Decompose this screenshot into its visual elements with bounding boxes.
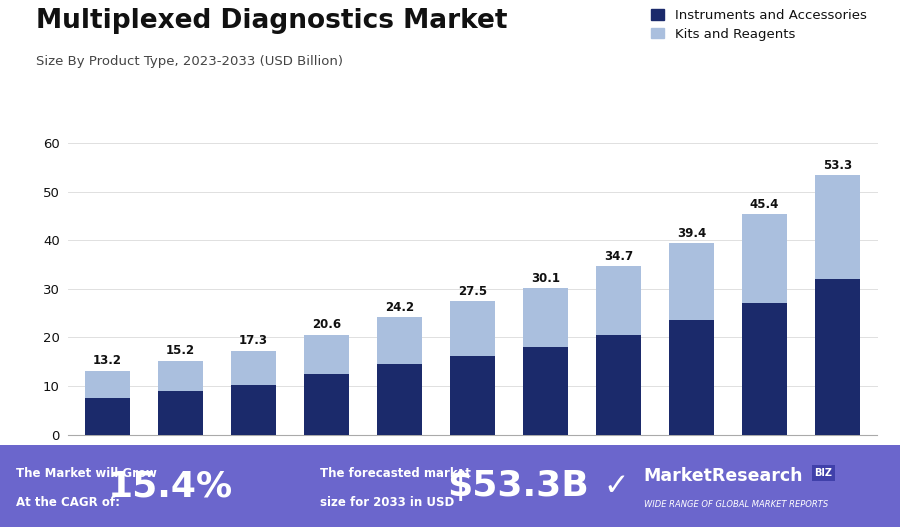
Bar bbox=[814, 279, 860, 435]
Text: BIZ: BIZ bbox=[814, 468, 832, 478]
Text: WIDE RANGE OF GLOBAL MARKET REPORTS: WIDE RANGE OF GLOBAL MARKET REPORTS bbox=[644, 500, 828, 509]
Bar bbox=[669, 243, 714, 320]
Bar bbox=[304, 335, 349, 374]
Text: 24.2: 24.2 bbox=[385, 300, 414, 314]
Bar bbox=[450, 301, 495, 356]
Bar bbox=[231, 350, 276, 385]
Text: size for 2033 in USD: size for 2033 in USD bbox=[320, 496, 454, 509]
Legend: Instruments and Accessories, Kits and Reagents: Instruments and Accessories, Kits and Re… bbox=[651, 9, 867, 41]
Bar bbox=[742, 214, 787, 304]
Text: 34.7: 34.7 bbox=[604, 250, 633, 262]
Text: The Market will Grow: The Market will Grow bbox=[16, 467, 158, 481]
Text: 13.2: 13.2 bbox=[93, 354, 122, 367]
Text: 15.4%: 15.4% bbox=[108, 469, 234, 503]
Text: 20.6: 20.6 bbox=[312, 318, 341, 331]
Bar bbox=[523, 347, 568, 435]
Bar bbox=[742, 304, 787, 435]
FancyBboxPatch shape bbox=[0, 445, 900, 527]
Text: Size By Product Type, 2023-2033 (USD Billion): Size By Product Type, 2023-2033 (USD Bil… bbox=[36, 55, 343, 69]
Text: MarketResearch: MarketResearch bbox=[644, 467, 803, 485]
Text: 53.3: 53.3 bbox=[823, 159, 852, 172]
Text: 30.1: 30.1 bbox=[531, 272, 560, 285]
Bar bbox=[596, 266, 641, 335]
Bar bbox=[814, 175, 860, 279]
Bar bbox=[669, 320, 714, 435]
Text: ✓: ✓ bbox=[604, 472, 629, 501]
Bar bbox=[523, 288, 568, 347]
Bar bbox=[377, 364, 422, 435]
Bar bbox=[85, 398, 130, 435]
Text: $53.3B: $53.3B bbox=[446, 469, 589, 503]
Text: 45.4: 45.4 bbox=[750, 198, 779, 210]
Text: At the CAGR of:: At the CAGR of: bbox=[16, 496, 121, 509]
Bar bbox=[304, 374, 349, 435]
Text: 15.2: 15.2 bbox=[166, 345, 195, 357]
Bar bbox=[231, 385, 276, 435]
Bar bbox=[596, 335, 641, 435]
Text: Multiplexed Diagnostics Market: Multiplexed Diagnostics Market bbox=[36, 8, 508, 34]
Text: 27.5: 27.5 bbox=[458, 285, 487, 298]
Bar bbox=[85, 370, 130, 398]
Bar bbox=[377, 317, 422, 364]
Text: 39.4: 39.4 bbox=[677, 227, 706, 240]
Bar bbox=[158, 361, 203, 391]
Bar bbox=[450, 356, 495, 435]
Bar bbox=[158, 391, 203, 435]
Text: 17.3: 17.3 bbox=[239, 334, 268, 347]
Text: The forecasted market: The forecasted market bbox=[320, 467, 471, 481]
